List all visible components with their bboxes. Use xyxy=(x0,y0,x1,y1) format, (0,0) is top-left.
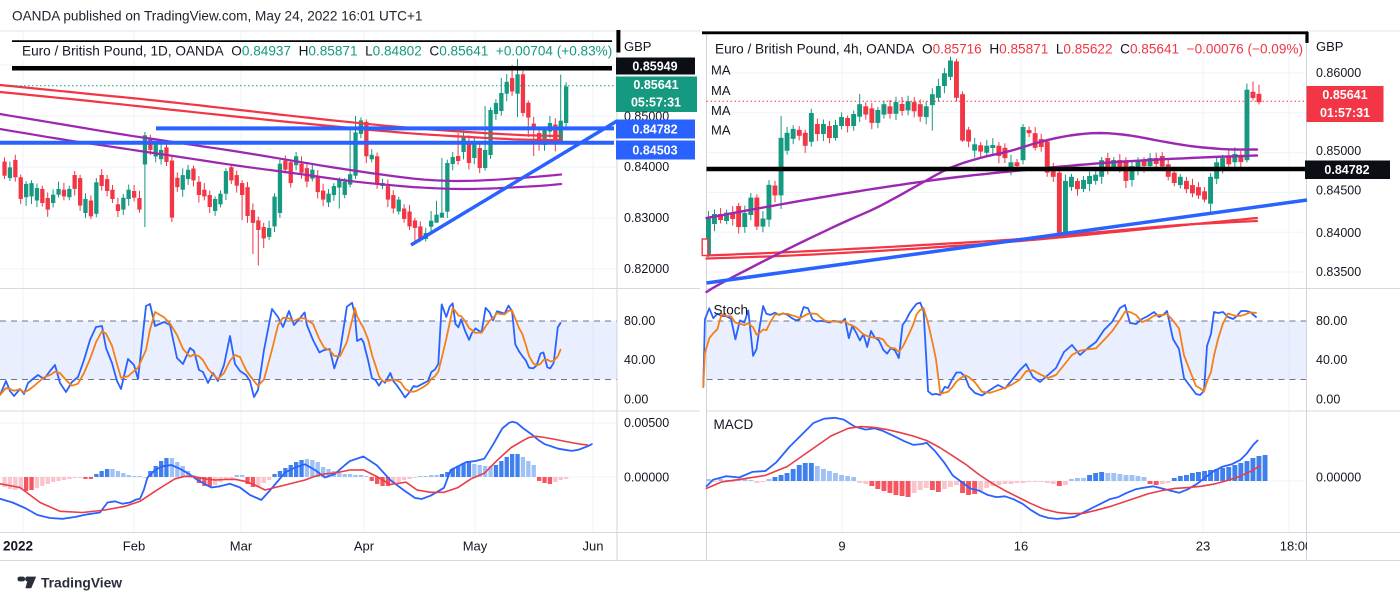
svg-text:18:00: 18:00 xyxy=(1280,539,1313,554)
svg-text:0.84503: 0.84503 xyxy=(632,143,677,157)
svg-text:16: 16 xyxy=(1014,539,1028,554)
svg-text:0.85000: 0.85000 xyxy=(1316,144,1361,158)
svg-text:2022: 2022 xyxy=(3,539,33,554)
svg-text:0.85949: 0.85949 xyxy=(632,60,677,74)
svg-text:MA: MA xyxy=(711,83,731,98)
svg-text:TradingView: TradingView xyxy=(41,576,122,591)
svg-text:0.83500: 0.83500 xyxy=(1316,265,1361,279)
svg-text:0.86000: 0.86000 xyxy=(1316,66,1361,80)
svg-text:0.84000: 0.84000 xyxy=(1316,226,1361,240)
svg-text:23: 23 xyxy=(1196,539,1210,554)
svg-text:0.84782: 0.84782 xyxy=(632,122,677,136)
svg-text:OANDA published on TradingView: OANDA published on TradingView.com, May … xyxy=(12,9,422,24)
svg-text:9: 9 xyxy=(838,539,845,554)
svg-text:0.82000: 0.82000 xyxy=(624,262,669,276)
svg-text:MA: MA xyxy=(711,123,731,138)
svg-text:GBP: GBP xyxy=(1316,39,1343,54)
svg-text:40.00: 40.00 xyxy=(624,353,655,367)
svg-text:80.00: 80.00 xyxy=(1316,314,1347,328)
svg-text:0.00000: 0.00000 xyxy=(624,471,669,485)
svg-text:MA: MA xyxy=(711,63,731,78)
svg-text:Stoch: Stoch xyxy=(714,303,749,318)
svg-text:May: May xyxy=(463,539,488,554)
svg-text:0.00500: 0.00500 xyxy=(624,416,669,430)
svg-text:Euro / British Pound, 1D, OAND: Euro / British Pound, 1D, OANDA O0.84937… xyxy=(22,43,612,58)
svg-text:0.00: 0.00 xyxy=(624,393,648,407)
svg-text:Apr: Apr xyxy=(354,539,375,554)
svg-text:01:57:31: 01:57:31 xyxy=(1320,106,1370,120)
svg-text:GBP: GBP xyxy=(624,39,651,54)
svg-text:0.00: 0.00 xyxy=(1316,393,1340,407)
svg-text:Mar: Mar xyxy=(230,539,253,554)
svg-text:0.85641: 0.85641 xyxy=(633,78,678,92)
svg-text:80.00: 80.00 xyxy=(624,314,655,328)
svg-text:0.00000: 0.00000 xyxy=(1316,471,1361,485)
svg-text:Feb: Feb xyxy=(123,539,145,554)
svg-text:0.84000: 0.84000 xyxy=(624,160,669,174)
svg-text:Jun: Jun xyxy=(583,539,604,554)
svg-text:05:57:31: 05:57:31 xyxy=(631,96,681,110)
svg-text:MA: MA xyxy=(711,103,731,118)
svg-text:0.84782: 0.84782 xyxy=(1324,163,1369,177)
svg-text:0.83000: 0.83000 xyxy=(624,211,669,225)
svg-text:Euro / British Pound, 4h, OAND: Euro / British Pound, 4h, OANDA O0.85716… xyxy=(715,41,1303,56)
svg-text:0.85641: 0.85641 xyxy=(1322,88,1367,102)
svg-text:40.00: 40.00 xyxy=(1316,353,1347,367)
svg-text:0.84500: 0.84500 xyxy=(1316,184,1361,198)
svg-text:MACD: MACD xyxy=(714,417,754,432)
